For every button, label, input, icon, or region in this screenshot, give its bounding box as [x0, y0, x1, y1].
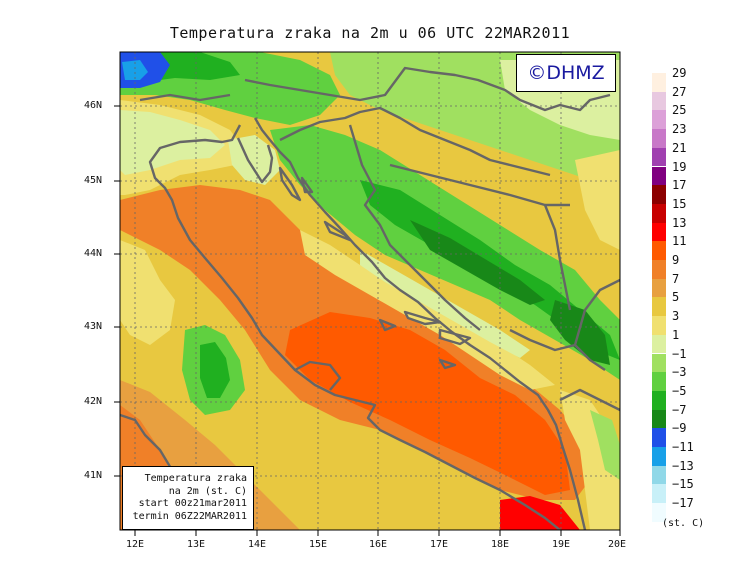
field-north-italy-light — [120, 110, 225, 175]
map-title: Temperatura zraka na 2m u 06 UTC 22MAR20… — [169, 24, 571, 42]
legend-swatch — [652, 503, 666, 522]
field-adriatic-core — [285, 312, 570, 495]
legend-swatch — [652, 110, 666, 130]
field-apennine-dark — [200, 342, 230, 398]
legend-label: 25 — [672, 103, 687, 118]
legend-label: 29 — [672, 66, 687, 80]
legend-label: 1 — [672, 327, 680, 342]
legend-label: −1 — [672, 346, 687, 361]
dhmz-copyright: ©DHMZ — [516, 54, 616, 92]
legend-label: 9 — [672, 253, 680, 267]
legend-swatch — [652, 185, 666, 204]
legend-swatch — [652, 203, 666, 223]
lat-label: 41N — [84, 470, 103, 481]
lat-label: 43N — [84, 321, 103, 332]
info-line: start 00z21mar2011 — [138, 498, 247, 509]
legend-label: −11 — [672, 440, 694, 454]
legend-label: 3 — [672, 309, 680, 324]
legend-label: 7 — [672, 271, 680, 286]
legend-label: 5 — [672, 290, 680, 305]
legend-label: 23 — [672, 122, 687, 137]
legend-swatch — [652, 409, 666, 429]
legend-swatch — [652, 465, 666, 485]
field-istria — [228, 135, 280, 185]
legend-swatch — [652, 334, 666, 354]
info-line: Temperatura zraka — [144, 473, 247, 484]
legend-swatch — [652, 73, 666, 92]
coastlines — [120, 66, 620, 530]
field-montenegro-dark — [550, 300, 610, 365]
legend-swatch — [652, 353, 666, 373]
field-dinaric-darkest — [410, 220, 545, 305]
legend-swatch — [652, 91, 666, 111]
legend-swatch — [652, 260, 666, 279]
map-frame — [119, 51, 621, 531]
info-line: na 2m (st. C) — [168, 485, 247, 497]
lat-label: 44N — [84, 248, 103, 259]
legend-label: −13 — [672, 458, 694, 473]
legend-label: −17 — [672, 496, 694, 511]
legend-swatch — [652, 428, 666, 447]
legend-swatch — [652, 484, 666, 504]
lon-label: 14E — [248, 539, 267, 550]
lat-label: 46N — [84, 100, 103, 111]
field-albania-green — [590, 410, 620, 480]
legend-swatch — [652, 241, 666, 260]
legend-label: 13 — [672, 215, 687, 230]
legend-label: 11 — [672, 234, 687, 249]
legend-label: −7 — [672, 402, 687, 417]
legend-swatch — [652, 390, 666, 410]
field-italy-west — [120, 240, 175, 345]
legend-label: 27 — [672, 84, 687, 99]
lon-label: 20E — [608, 539, 627, 550]
legend-label: 19 — [672, 159, 687, 174]
legend-swatch — [652, 129, 666, 148]
legend-swatch — [652, 372, 666, 391]
lon-label: 18E — [491, 539, 510, 550]
lon-label: 12E — [126, 539, 145, 550]
legend-swatch — [652, 297, 666, 317]
legend-units: (st. C) — [662, 518, 705, 529]
lon-label: 16E — [369, 539, 388, 550]
lon-label: 13E — [187, 539, 206, 550]
legend-label: 15 — [672, 196, 687, 211]
field-alps-cyan — [122, 60, 148, 80]
legend-label: −15 — [672, 477, 694, 492]
lat-label: 42N — [84, 396, 103, 407]
lon-label: 19E — [552, 539, 571, 550]
legend-swatch — [652, 447, 666, 466]
info-line: termin 06Z22MAR2011 — [132, 510, 247, 522]
field-south-red — [500, 496, 580, 530]
lon-label: 17E — [430, 539, 449, 550]
field-coast-light — [360, 250, 530, 358]
lon-label: 15E — [309, 539, 328, 550]
legend-label: 21 — [672, 140, 687, 155]
legend-swatch — [652, 278, 666, 298]
legend-label: −5 — [672, 383, 687, 398]
legend-label: 17 — [672, 178, 687, 193]
lat-label: 45N — [84, 175, 103, 186]
info-box: Temperatura zraka na 2m (st. C) start 00… — [122, 466, 254, 530]
legend-label: −9 — [672, 421, 687, 436]
legend-label: −3 — [672, 365, 687, 380]
legend-swatch — [652, 316, 666, 335]
legend-swatch — [652, 166, 666, 186]
field-east-yellow — [575, 150, 620, 250]
legend-swatch — [652, 222, 666, 242]
legend-swatch — [652, 147, 666, 167]
